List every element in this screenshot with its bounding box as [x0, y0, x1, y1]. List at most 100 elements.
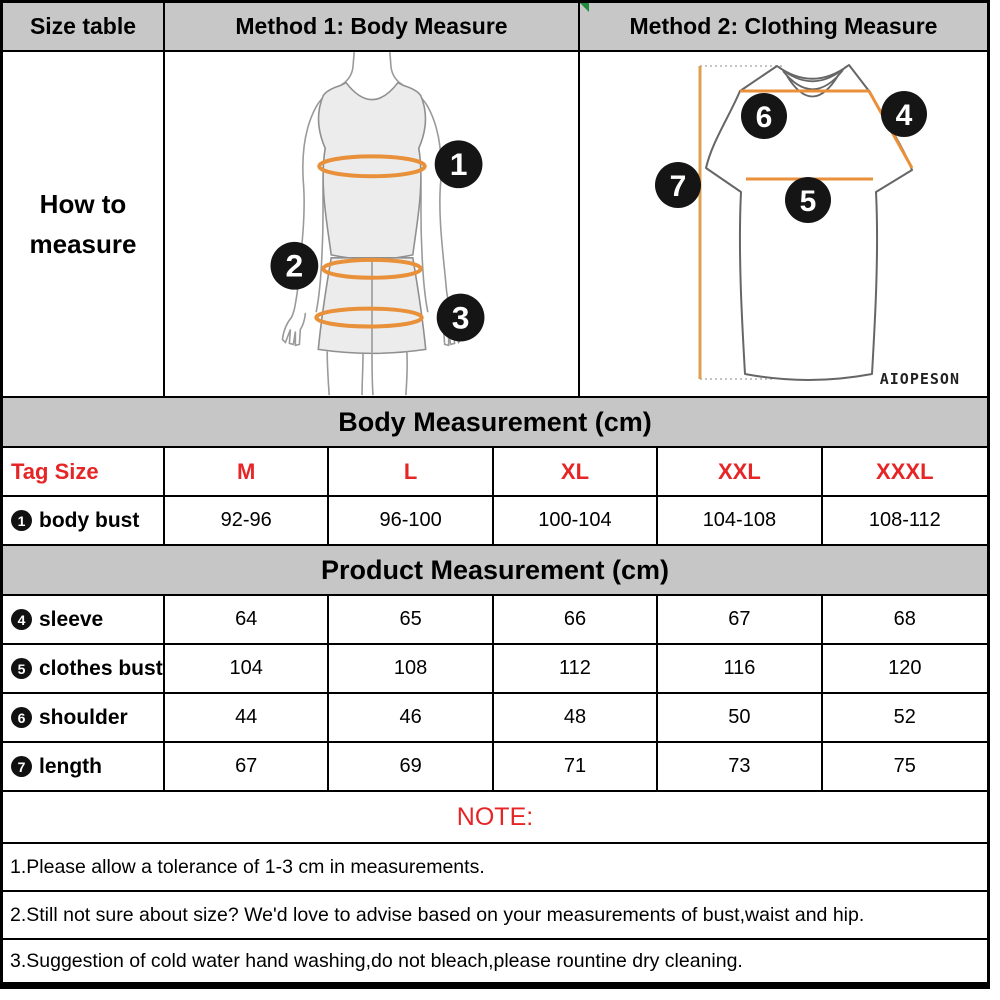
note-row-2: 2.Still not sure about size? We'd love t…: [3, 892, 987, 940]
top-header-row: Size table Method 1: Body Measure Method…: [3, 3, 987, 52]
body-measure-illustration: 1 2 3: [165, 52, 580, 396]
left-arm-outline: [290, 84, 341, 319]
size-chart-sheet: Size table Method 1: Body Measure Method…: [0, 0, 990, 989]
length-xxxl: 75: [893, 755, 916, 777]
badge-4-circle: [881, 91, 927, 137]
left-leg-outer: [326, 351, 330, 396]
body-bust-xxxl: 108-112: [868, 509, 941, 531]
sleeve-l: 65: [329, 596, 494, 643]
shoulder-label-text: shoulder: [39, 705, 128, 729]
badge-2-circle: [270, 241, 319, 290]
body-bust-m: 92-96: [165, 497, 330, 544]
length-m: 67: [165, 743, 330, 790]
method1-header: Method 1: Body Measure: [165, 3, 580, 50]
clothes-bust-label-text: clothes bust: [39, 656, 163, 680]
size-l-header: L: [329, 448, 494, 495]
body-bust-xxl: 104-108: [658, 497, 823, 544]
sleeve-xxxl: 68: [893, 608, 916, 630]
size-xxxl-header: XXXL: [876, 458, 934, 484]
clothes-bust-label: 5 clothes bust: [3, 645, 165, 692]
size-xxl-header: XXL: [658, 448, 823, 495]
size-m-header: M: [165, 448, 330, 495]
row-badge-4: 4: [11, 609, 32, 630]
badge-1-circle: [434, 140, 483, 189]
note-title-row: NOTE:: [3, 792, 987, 844]
collar-arc-1: [778, 65, 848, 83]
clothes-bust-l: 108: [329, 645, 494, 692]
length-xl: 71: [494, 743, 659, 790]
left-hand: [281, 312, 307, 347]
green-corner-mark: [580, 3, 589, 12]
shoulder-xxxl: 52: [893, 706, 916, 728]
note-row-1: 1.Please allow a tolerance of 1-3 cm in …: [3, 844, 987, 892]
length-label-text: length: [39, 754, 102, 778]
clothes-bust-xxxl: 120: [888, 657, 922, 679]
size-table-header: Size table: [3, 3, 165, 50]
clothes-bust-xl: 112: [494, 645, 659, 692]
row-badge-5: 5: [11, 658, 32, 679]
illustration-row: How to measure: [3, 52, 987, 398]
waist-measure-band: [321, 257, 423, 280]
badge-3-number: 3: [452, 299, 470, 335]
shoulder-xl: 48: [494, 694, 659, 741]
product-measurement-title: Product Measurement (cm): [3, 546, 987, 594]
note-title: NOTE:: [456, 802, 534, 831]
shoulder-xxl: 50: [658, 694, 823, 741]
sleeve-m: 64: [165, 596, 330, 643]
right-leg-inner: [371, 352, 374, 396]
sleeve-row: 4 sleeve 64 65 66 67 68: [3, 596, 987, 645]
brand-text: AIOPESON: [880, 370, 960, 388]
how-to-line2: measure: [29, 229, 137, 259]
body-measurement-title: Body Measurement (cm): [3, 398, 987, 446]
note-1-text: 1.Please allow a tolerance of 1-3 cm in …: [10, 855, 485, 878]
sleeve-xl: 66: [494, 596, 659, 643]
badge-3-circle: [436, 293, 485, 342]
badge-6-circle: [741, 93, 787, 139]
tank-top-shape: [317, 81, 427, 261]
shoulder-row: 6 shoulder 44 46 48 50 52: [3, 694, 987, 743]
clothes-bust-m: 104: [165, 645, 330, 692]
note-2-text: 2.Still not sure about size? We'd love t…: [10, 903, 865, 926]
badge-6-number: 6: [756, 101, 773, 134]
length-label: 7 length: [3, 743, 165, 790]
tshirt-drawing: 6 4 7 5 AIOPESON: [655, 64, 960, 388]
length-row: 7 length 67 69 71 73 75: [3, 743, 987, 792]
bust-measure-band: [317, 154, 427, 179]
shoulder-label: 6 shoulder: [3, 694, 165, 741]
badge-7-circle: [655, 162, 701, 208]
body-bust-label-text: body bust: [39, 508, 140, 532]
body-bust-row: 1 body bust 92-96 96-100 100-104 104-108…: [3, 497, 987, 546]
length-xxl: 73: [658, 743, 823, 790]
right-leg-outer: [405, 351, 409, 396]
badge-2-number: 2: [286, 248, 304, 284]
method2-header: Method 2: Clothing Measure: [580, 3, 987, 50]
body-bust-l: 96-100: [329, 497, 494, 544]
badge-1-number: 1: [450, 146, 468, 182]
size-xl-header: XL: [494, 448, 659, 495]
body-bust-xl: 100-104: [494, 497, 659, 544]
row-badge-1: 1: [11, 510, 32, 531]
body-badges: 1 2 3: [270, 140, 485, 342]
hip-measure-band: [314, 306, 424, 329]
left-leg-inner: [361, 352, 364, 396]
neck-left-line: [339, 52, 355, 87]
badge-5-number: 5: [800, 185, 817, 218]
how-to-measure-label: How to measure: [3, 52, 165, 396]
tag-size-label: Tag Size: [3, 448, 165, 495]
collar-arc-3: [786, 73, 840, 98]
body-figure-drawing: 1 2 3: [270, 52, 485, 396]
clothes-bust-xxl: 116: [658, 645, 823, 692]
badge-5-circle: [785, 177, 831, 223]
shoulder-m: 44: [165, 694, 330, 741]
clothing-measure-illustration: 6 4 7 5 AIOPESON: [580, 52, 987, 396]
badge-7-number: 7: [670, 170, 687, 203]
note-3-text: 3.Suggestion of cold water hand washing,…: [10, 949, 743, 972]
sleeve-label-text: sleeve: [39, 607, 104, 631]
note-row-3: 3.Suggestion of cold water hand washing,…: [3, 940, 987, 982]
length-l: 69: [329, 743, 494, 790]
row-badge-7: 7: [11, 756, 32, 777]
shoulder-l: 46: [329, 694, 494, 741]
sleeve-label: 4 sleeve: [3, 596, 165, 643]
neck-right-line: [389, 52, 405, 87]
clothing-badges: 6 4 7 5: [655, 91, 927, 223]
